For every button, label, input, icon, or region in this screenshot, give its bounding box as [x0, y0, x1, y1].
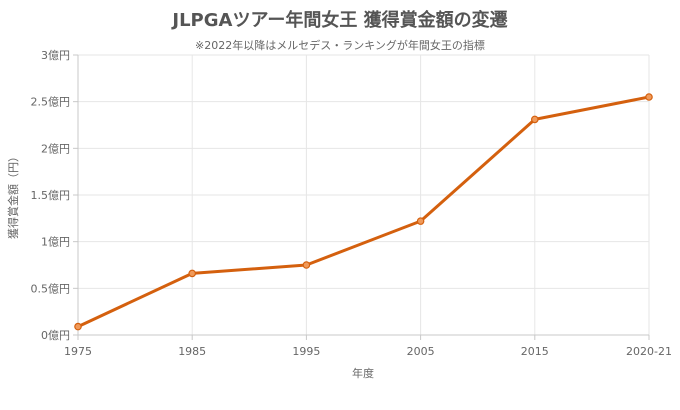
series-layer: [74, 93, 653, 331]
grid-lines: [78, 54, 650, 335]
y-tick-label: 2.5億円: [31, 96, 71, 109]
chart-subtitle: ※2022年以降はメルセデス・ランキングが年間女王の指標: [195, 38, 485, 52]
data-point: [74, 322, 82, 331]
x-tick-label: 1975: [64, 345, 92, 358]
x-tick-label: 2005: [407, 345, 435, 358]
y-tick-label: 3億円: [41, 49, 70, 62]
y-tick-labels: 0億円 0.5億円 1億円 1.5億円 2億円 2.5億円 3億円: [31, 49, 71, 342]
x-tick-label: 1995: [292, 345, 320, 358]
data-point: [302, 261, 311, 269]
y-tick-label: 0億円: [41, 329, 70, 342]
series-line: [76, 95, 651, 329]
x-tick-labels: 1975 1985 1995 2005 2015 2020-21: [64, 345, 672, 358]
y-axis-title: 獲得賞金額（円）: [6, 151, 20, 239]
y-tick-label: 1億円: [41, 236, 70, 249]
data-point: [645, 93, 653, 101]
data-point: [530, 115, 539, 124]
y-tick-label: 2億円: [41, 142, 70, 155]
x-tick-label: 1985: [178, 345, 206, 358]
chart-title: JLPGAツアー年間女王 獲得賞金額の変遷: [170, 9, 507, 31]
x-tick-label: 2020-21: [626, 345, 672, 358]
data-point: [416, 217, 425, 225]
y-tick-label: 0.5億円: [31, 282, 71, 295]
data-point: [188, 269, 197, 278]
x-axis-title: 年度: [352, 366, 374, 380]
x-tick-label: 2015: [521, 345, 549, 358]
y-tick-label: 1.5億円: [31, 189, 71, 202]
axes: [73, 54, 650, 340]
